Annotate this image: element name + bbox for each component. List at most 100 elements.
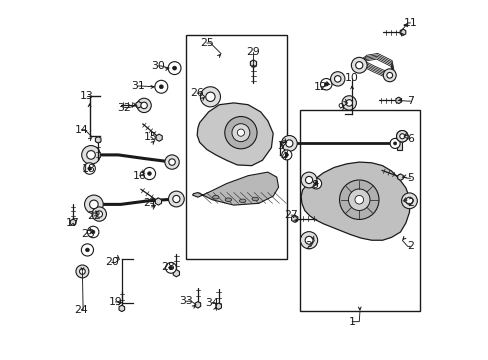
Text: 18: 18 (81, 163, 95, 174)
Ellipse shape (239, 199, 245, 203)
Circle shape (80, 269, 85, 274)
Text: 6: 6 (407, 134, 413, 144)
Circle shape (76, 265, 89, 278)
Circle shape (324, 82, 327, 86)
Circle shape (169, 266, 172, 270)
Circle shape (285, 140, 292, 147)
Circle shape (334, 76, 340, 82)
Circle shape (401, 193, 416, 209)
Polygon shape (250, 60, 256, 67)
Polygon shape (215, 303, 221, 310)
Circle shape (86, 150, 95, 159)
Circle shape (84, 195, 103, 214)
Circle shape (96, 211, 102, 217)
Circle shape (81, 145, 100, 164)
Circle shape (88, 167, 91, 170)
Polygon shape (396, 137, 402, 150)
Circle shape (310, 178, 321, 189)
Text: 24: 24 (74, 305, 88, 315)
Circle shape (341, 96, 356, 110)
Circle shape (165, 262, 176, 273)
Circle shape (143, 167, 155, 180)
Circle shape (300, 231, 317, 249)
Text: 17: 17 (65, 218, 79, 228)
Text: 7: 7 (407, 96, 413, 106)
Circle shape (305, 236, 312, 244)
Polygon shape (156, 134, 162, 141)
Circle shape (141, 102, 147, 109)
Circle shape (355, 62, 362, 69)
Text: 12: 12 (313, 82, 327, 92)
Circle shape (200, 87, 220, 107)
Polygon shape (399, 29, 405, 36)
Circle shape (314, 182, 317, 185)
Circle shape (339, 180, 378, 220)
Circle shape (89, 200, 98, 209)
Text: 28: 28 (161, 262, 175, 272)
Text: 2: 2 (407, 241, 413, 251)
Polygon shape (155, 198, 161, 205)
Text: 26: 26 (190, 88, 203, 98)
Polygon shape (119, 305, 124, 312)
Circle shape (396, 131, 407, 142)
Circle shape (320, 78, 331, 90)
Circle shape (346, 100, 352, 106)
Circle shape (330, 72, 344, 86)
Circle shape (231, 124, 249, 141)
Polygon shape (192, 172, 278, 205)
Text: 21: 21 (143, 198, 157, 208)
Circle shape (305, 176, 312, 184)
Text: 5: 5 (407, 173, 413, 183)
Circle shape (137, 98, 151, 113)
Circle shape (396, 131, 407, 142)
Circle shape (147, 172, 151, 175)
Circle shape (281, 150, 291, 160)
Text: 4: 4 (280, 152, 287, 162)
Text: 30: 30 (150, 61, 164, 71)
Circle shape (164, 155, 179, 169)
Ellipse shape (224, 198, 231, 202)
Circle shape (172, 195, 180, 203)
Circle shape (383, 69, 395, 82)
Polygon shape (397, 174, 403, 180)
Bar (300, 110, 419, 311)
Text: 33: 33 (179, 296, 193, 306)
Circle shape (348, 189, 369, 211)
Circle shape (83, 163, 95, 174)
Ellipse shape (251, 197, 258, 201)
Circle shape (87, 226, 99, 238)
Circle shape (386, 72, 392, 78)
Text: 22: 22 (87, 211, 101, 221)
Polygon shape (173, 270, 179, 277)
Text: 20: 20 (104, 257, 119, 267)
Polygon shape (195, 302, 200, 308)
Polygon shape (95, 136, 101, 143)
Polygon shape (136, 102, 141, 108)
Text: 2: 2 (407, 198, 413, 208)
Circle shape (354, 195, 363, 204)
Circle shape (285, 153, 288, 156)
Text: 3: 3 (276, 141, 283, 151)
Circle shape (400, 135, 403, 138)
Circle shape (393, 142, 396, 145)
Text: 32: 32 (117, 103, 131, 113)
Circle shape (168, 62, 181, 75)
Polygon shape (301, 162, 409, 240)
Circle shape (172, 66, 176, 70)
Text: 23: 23 (81, 229, 95, 239)
Text: 34: 34 (205, 298, 219, 308)
Circle shape (399, 134, 404, 139)
Text: 29: 29 (246, 46, 260, 57)
Text: 10: 10 (345, 73, 358, 83)
Text: 11: 11 (403, 18, 417, 28)
Text: 15: 15 (143, 132, 157, 142)
Circle shape (351, 57, 366, 73)
Circle shape (301, 172, 316, 188)
Circle shape (159, 85, 163, 89)
Text: 16: 16 (133, 171, 146, 181)
Text: 13: 13 (80, 91, 93, 101)
Text: 27: 27 (284, 210, 297, 220)
Circle shape (205, 92, 215, 102)
Circle shape (237, 129, 244, 136)
Text: 8: 8 (310, 180, 317, 190)
